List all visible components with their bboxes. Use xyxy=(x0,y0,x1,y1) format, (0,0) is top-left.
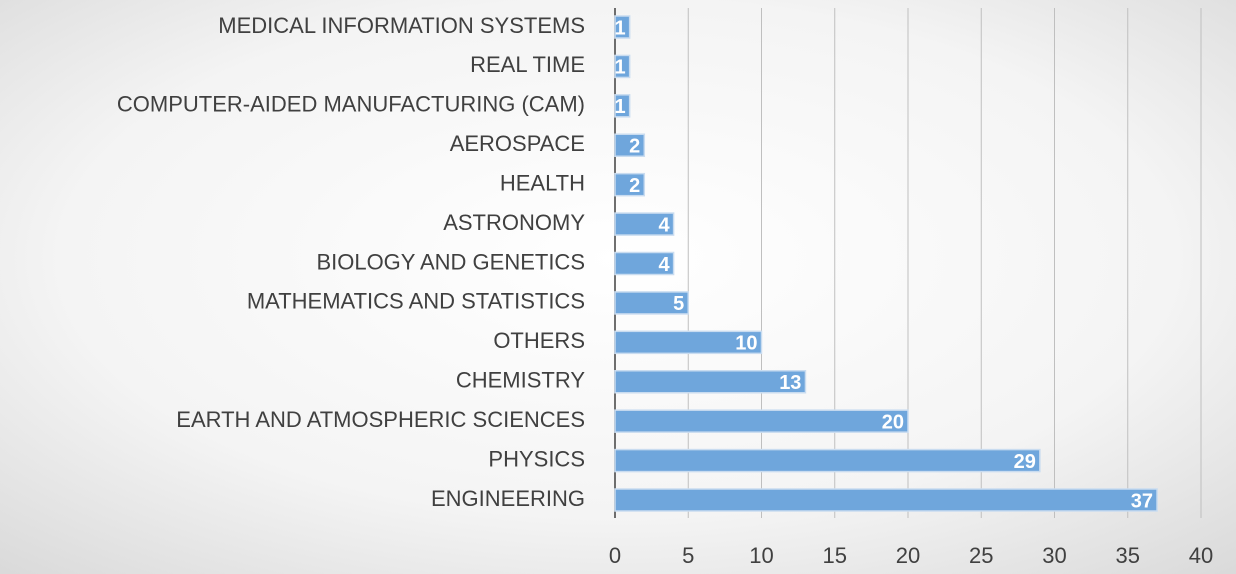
y-tick-label: CHEMISTRY xyxy=(456,368,585,393)
x-tick-label: 25 xyxy=(969,543,993,568)
value-label: 29 xyxy=(1014,451,1036,473)
value-label: 37 xyxy=(1131,490,1153,512)
value-label: 4 xyxy=(658,214,670,236)
bar xyxy=(614,54,631,79)
x-tick-label: 0 xyxy=(609,543,621,568)
y-tick-label: HEALTH xyxy=(500,170,585,195)
y-tick-label: ENGINEERING xyxy=(431,486,585,511)
value-label: 13 xyxy=(779,372,801,394)
x-tick-label: 15 xyxy=(823,543,847,568)
x-tick-label: 30 xyxy=(1042,543,1066,568)
bar xyxy=(614,488,1158,512)
value-label: 1 xyxy=(615,17,626,39)
y-tick-label: MATHEMATICS AND STATISTICS xyxy=(247,289,585,314)
bar xyxy=(614,448,1041,473)
y-tick-label: EARTH AND ATMOSPHERIC SCIENCES xyxy=(176,407,585,432)
value-label: 1 xyxy=(615,57,626,79)
y-tick-label: ASTRONOMY xyxy=(443,210,585,235)
bar xyxy=(614,251,675,276)
bar xyxy=(614,370,807,394)
value-label: 10 xyxy=(735,333,757,355)
x-tick-label: 10 xyxy=(749,543,773,568)
y-tick-label: AEROSPACE xyxy=(450,131,585,156)
bar xyxy=(614,172,646,197)
x-tick-label: 40 xyxy=(1189,543,1213,568)
value-label: 2 xyxy=(629,136,640,158)
value-label: 1 xyxy=(615,96,626,118)
bar xyxy=(614,94,631,118)
value-label: 5 xyxy=(673,293,684,315)
bar xyxy=(614,133,646,157)
value-label: 2 xyxy=(629,175,640,197)
bar xyxy=(614,212,675,236)
x-tick-label: 35 xyxy=(1116,543,1140,568)
value-label: 4 xyxy=(658,254,670,276)
y-tick-label: MEDICAL INFORMATION SYSTEMS xyxy=(218,13,585,38)
bar xyxy=(614,291,689,315)
y-tick-label: REAL TIME xyxy=(470,52,585,77)
bar xyxy=(614,409,909,433)
bar xyxy=(614,15,631,39)
x-tick-label: 5 xyxy=(682,543,694,568)
value-label: 20 xyxy=(882,411,904,433)
y-tick-label: COMPUTER-AIDED MANUFACTURING (CAM) xyxy=(117,92,585,117)
x-tick-label: 20 xyxy=(896,543,920,568)
y-tick-label: OTHERS xyxy=(493,328,585,353)
y-tick-label: PHYSICS xyxy=(488,446,585,471)
y-tick-label: BIOLOGY AND GENETICS xyxy=(316,249,585,274)
bar xyxy=(614,330,763,355)
